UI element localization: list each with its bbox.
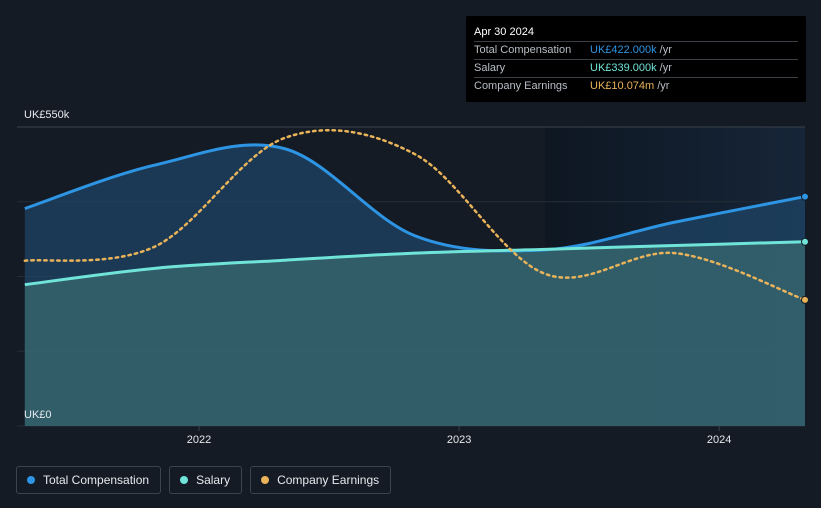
end-markers [801, 192, 809, 304]
tooltip-unit: /yr [659, 44, 672, 56]
tooltip-label: Salary [474, 62, 506, 74]
x-tick-label: 2024 [707, 434, 731, 446]
x-tick-label: 2022 [187, 434, 211, 446]
end-dot-salary [801, 237, 809, 246]
legend-dot-icon [261, 476, 270, 484]
tooltip-row-company-earnings: Company Earnings UK£10.074m /yr [474, 77, 798, 95]
legend-item-total-compensation[interactable]: Total Compensation [16, 466, 162, 494]
tooltip-date: Apr 30 2024 [474, 26, 534, 38]
salary-line [24, 240, 806, 287]
axis-layer: UK£550k UK£0 [24, 109, 70, 421]
end-dot-earnings [801, 295, 809, 304]
tooltip-value: UK£422.000k [590, 44, 657, 56]
tooltip-row-total-compensation: Total Compensation UK£422.000k /yr [474, 41, 798, 59]
tooltip-unit: /yr [657, 80, 670, 92]
tooltip-value: UK£10.074m [590, 80, 655, 92]
tooltip-label: Total Compensation [474, 44, 572, 56]
tooltip-unit: /yr [659, 62, 672, 74]
tooltip-row-salary: Salary UK£339.000k /yr [474, 59, 798, 77]
legend-dot-icon [27, 476, 35, 484]
y-axis-max-label: UK£550k [24, 109, 70, 121]
tooltip: Apr 30 2024 Total Compensation UK£422.00… [466, 16, 806, 102]
y-axis-min-label: UK£0 [24, 409, 52, 421]
company-earnings-line [23, 128, 807, 302]
legend-item-company-earnings[interactable]: Company Earnings [250, 466, 392, 494]
x-axis-ticks: 2022 2023 2024 [187, 426, 731, 446]
salary-area [24, 241, 805, 426]
legend-label: Salary [196, 473, 231, 487]
x-tick-label: 2023 [447, 434, 471, 446]
end-dot-total [801, 192, 809, 201]
legend-label: Total Compensation [43, 473, 150, 487]
tooltip-label: Company Earnings [474, 80, 568, 92]
legend: Total Compensation Salary Company Earnin… [16, 466, 392, 494]
tooltip-value: UK£339.000k [590, 62, 657, 74]
legend-dot-icon [180, 476, 189, 484]
legend-item-salary[interactable]: Salary [169, 466, 243, 494]
total-compensation-line [24, 143, 806, 253]
legend-label: Company Earnings [277, 473, 380, 487]
